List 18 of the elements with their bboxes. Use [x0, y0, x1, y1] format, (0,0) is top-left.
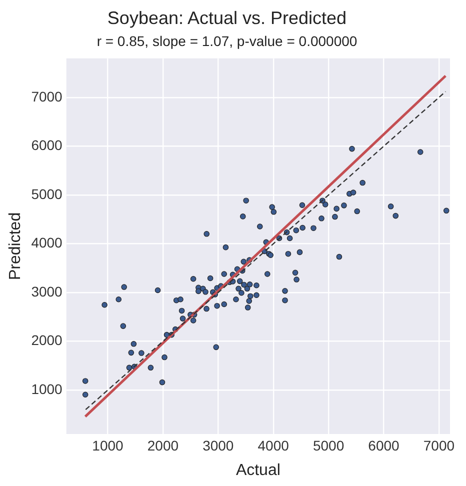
y-tick-label: 1000 [31, 380, 63, 397]
y-tick-label: 5000 [31, 186, 63, 202]
x-tick-label: 6000 [368, 437, 400, 454]
x-tick-label: 4000 [258, 437, 290, 454]
chart-title: Soybean: Actual vs. Predicted [107, 8, 347, 28]
y-tick-label: 2000 [31, 332, 63, 348]
x-tick-label: 1000 [92, 437, 124, 454]
x-axis-title: Actual [236, 462, 280, 479]
x-tick-label: 7000 [423, 437, 455, 454]
chart-subtitle: r = 0.85, slope = 1.07, p-value = 0.000000 [96, 32, 358, 49]
x-tick-label: 2000 [147, 437, 179, 454]
x-tick-label: 5000 [312, 437, 344, 454]
y-axis-title: Predicted [7, 212, 24, 280]
y-tick-label: 6000 [31, 137, 63, 154]
y-tick-label: 4000 [31, 234, 63, 251]
y-tick-label: 3000 [31, 283, 63, 300]
x-tick-label: 3000 [202, 437, 234, 454]
y-tick-label: 7000 [31, 88, 63, 104]
